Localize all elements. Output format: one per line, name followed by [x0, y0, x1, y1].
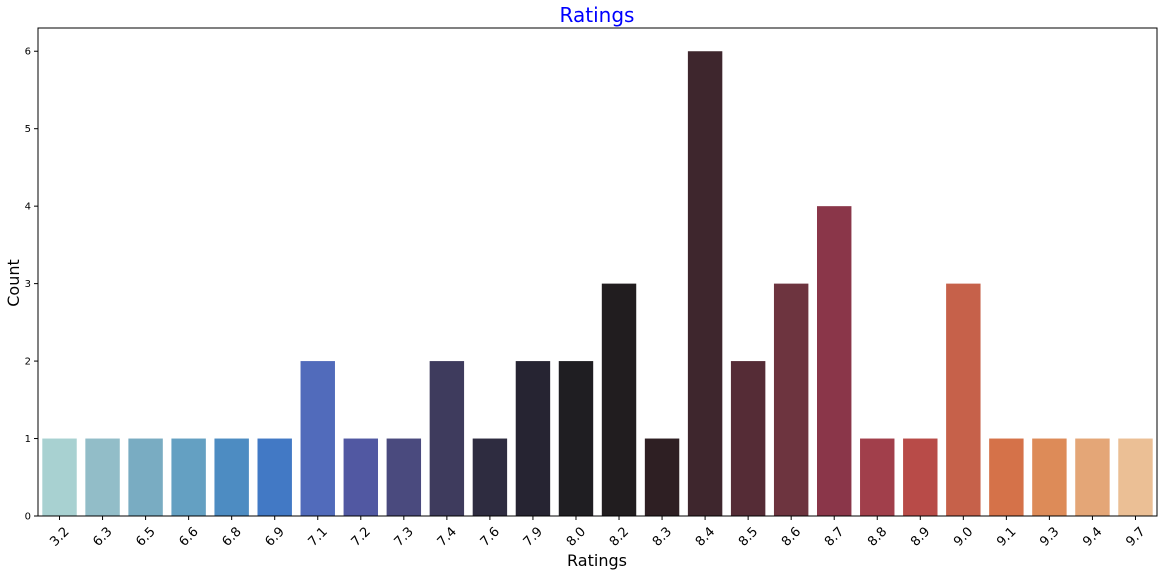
bar-6-6: [171, 438, 206, 516]
bar-7-1: [300, 361, 335, 516]
bar-8-6: [773, 283, 809, 516]
bar-9-1: [989, 438, 1024, 516]
x-tick-label: 8.7: [822, 524, 847, 549]
bar-6-3: [85, 438, 120, 516]
plot-frame: [37, 27, 1158, 517]
bar-6-8: [214, 438, 249, 516]
bar-3-2: [42, 438, 77, 516]
y-tick-label: 3: [25, 279, 31, 290]
bar-7-9: [515, 361, 551, 516]
bar-7-2: [343, 438, 379, 516]
y-axis-label: Count: [4, 259, 23, 307]
x-tick-label: 7.2: [349, 524, 374, 549]
y-tick-label: 5: [25, 124, 31, 135]
x-tick-label: 8.5: [736, 524, 761, 549]
x-tick-label: 9.4: [1080, 524, 1105, 549]
x-tick-label: 8.3: [650, 524, 675, 549]
y-tick-label: 6: [25, 47, 31, 58]
x-tick-label: 6.8: [219, 524, 244, 549]
bar-7-3: [386, 438, 422, 516]
x-tick-label: 3.2: [47, 524, 72, 549]
x-tick-label: 7.1: [306, 524, 331, 549]
x-tick-label: 9.3: [1037, 524, 1062, 549]
x-tick-label: 7.3: [392, 524, 417, 549]
bar-9-0: [946, 283, 981, 516]
bar-8-0: [558, 361, 594, 516]
x-tick-label: 8.4: [693, 524, 718, 549]
y-tick-label: 2: [25, 357, 31, 368]
x-axis-label: Ratings: [567, 551, 627, 570]
x-tick-label: 9.1: [994, 524, 1019, 549]
x-tick-label: 8.0: [564, 524, 589, 549]
x-tick-label: 8.6: [779, 524, 804, 549]
x-tick-label: 6.3: [90, 524, 115, 549]
bar-8-4: [687, 51, 723, 516]
bar-7-4: [429, 361, 465, 516]
chart-title: Ratings: [560, 3, 635, 27]
bar-8-7: [816, 206, 852, 516]
bar-8-9: [903, 438, 938, 516]
bar-8-8: [860, 438, 895, 516]
y-axis-ticks: 0 1 2 3 4 5 6: [25, 47, 38, 523]
bar-9-7: [1118, 438, 1153, 516]
x-tick-label: 8.8: [865, 524, 890, 549]
bar-6-9: [257, 438, 292, 516]
x-tick-label: 6.9: [263, 524, 288, 549]
x-tick-label: 8.9: [908, 524, 933, 549]
bar-8-3: [644, 438, 680, 516]
y-tick-label: 4: [25, 202, 31, 213]
x-tick-label: 6.6: [176, 524, 201, 549]
y-tick-label: 0: [25, 512, 31, 523]
x-tick-label: 9.7: [1123, 524, 1148, 549]
bars: [42, 51, 1153, 516]
x-tick-label: 7.9: [521, 524, 546, 549]
bar-8-5: [730, 361, 766, 516]
x-tick-label: 8.2: [607, 524, 632, 549]
bar-7-6: [472, 438, 508, 516]
bar-8-2: [601, 283, 637, 516]
x-tick-label: 7.6: [478, 524, 503, 549]
bar-9-4: [1075, 438, 1110, 516]
x-tick-label: 7.4: [435, 524, 460, 549]
x-axis-ticks: 3.2 6.3 6.5 6.6 6.8 6.9 7.1 7.2 7.3 7.4 7.6 7.9 8.0 8…: [47, 516, 1149, 550]
bar-6-5: [128, 438, 163, 516]
x-tick-label: 6.5: [133, 524, 158, 549]
bar-9-3: [1032, 438, 1067, 516]
x-tick-label: 9.0: [951, 524, 976, 549]
y-tick-label: 1: [25, 434, 31, 445]
